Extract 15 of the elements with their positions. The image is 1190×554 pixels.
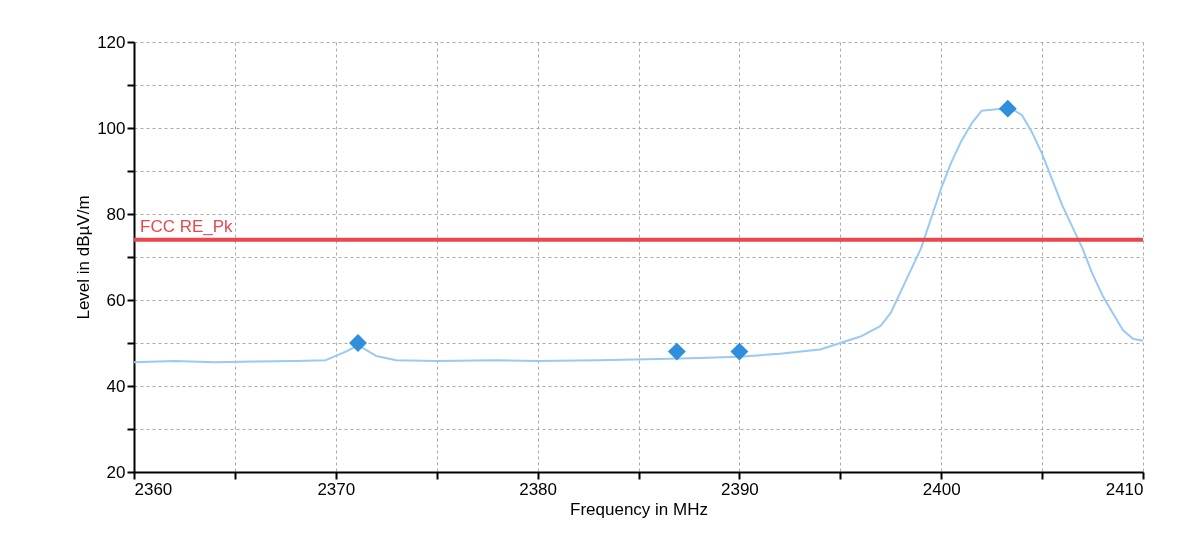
ref-line-label: FCC RE_Pk	[140, 216, 234, 236]
y-tick-label: 40	[106, 376, 126, 396]
x-tick-label: 2380	[519, 479, 558, 499]
x-tick-label: 2360	[134, 479, 173, 499]
x-tick-label: 2370	[317, 479, 356, 499]
x-tick-label: 2400	[922, 479, 961, 499]
y-tick-label: 100	[97, 118, 126, 138]
y-tick-label: 60	[106, 290, 126, 310]
y-tick-label: 120	[97, 32, 126, 52]
x-axis-title: Frequency in MHz	[570, 499, 708, 519]
y-tick-label: 20	[106, 462, 126, 482]
x-tick-label: 2410	[1105, 479, 1144, 499]
x-tick-label: 2390	[720, 479, 759, 499]
y-axis-title: Level in dBµV/m	[74, 195, 94, 320]
y-tick-label: 80	[106, 204, 126, 224]
